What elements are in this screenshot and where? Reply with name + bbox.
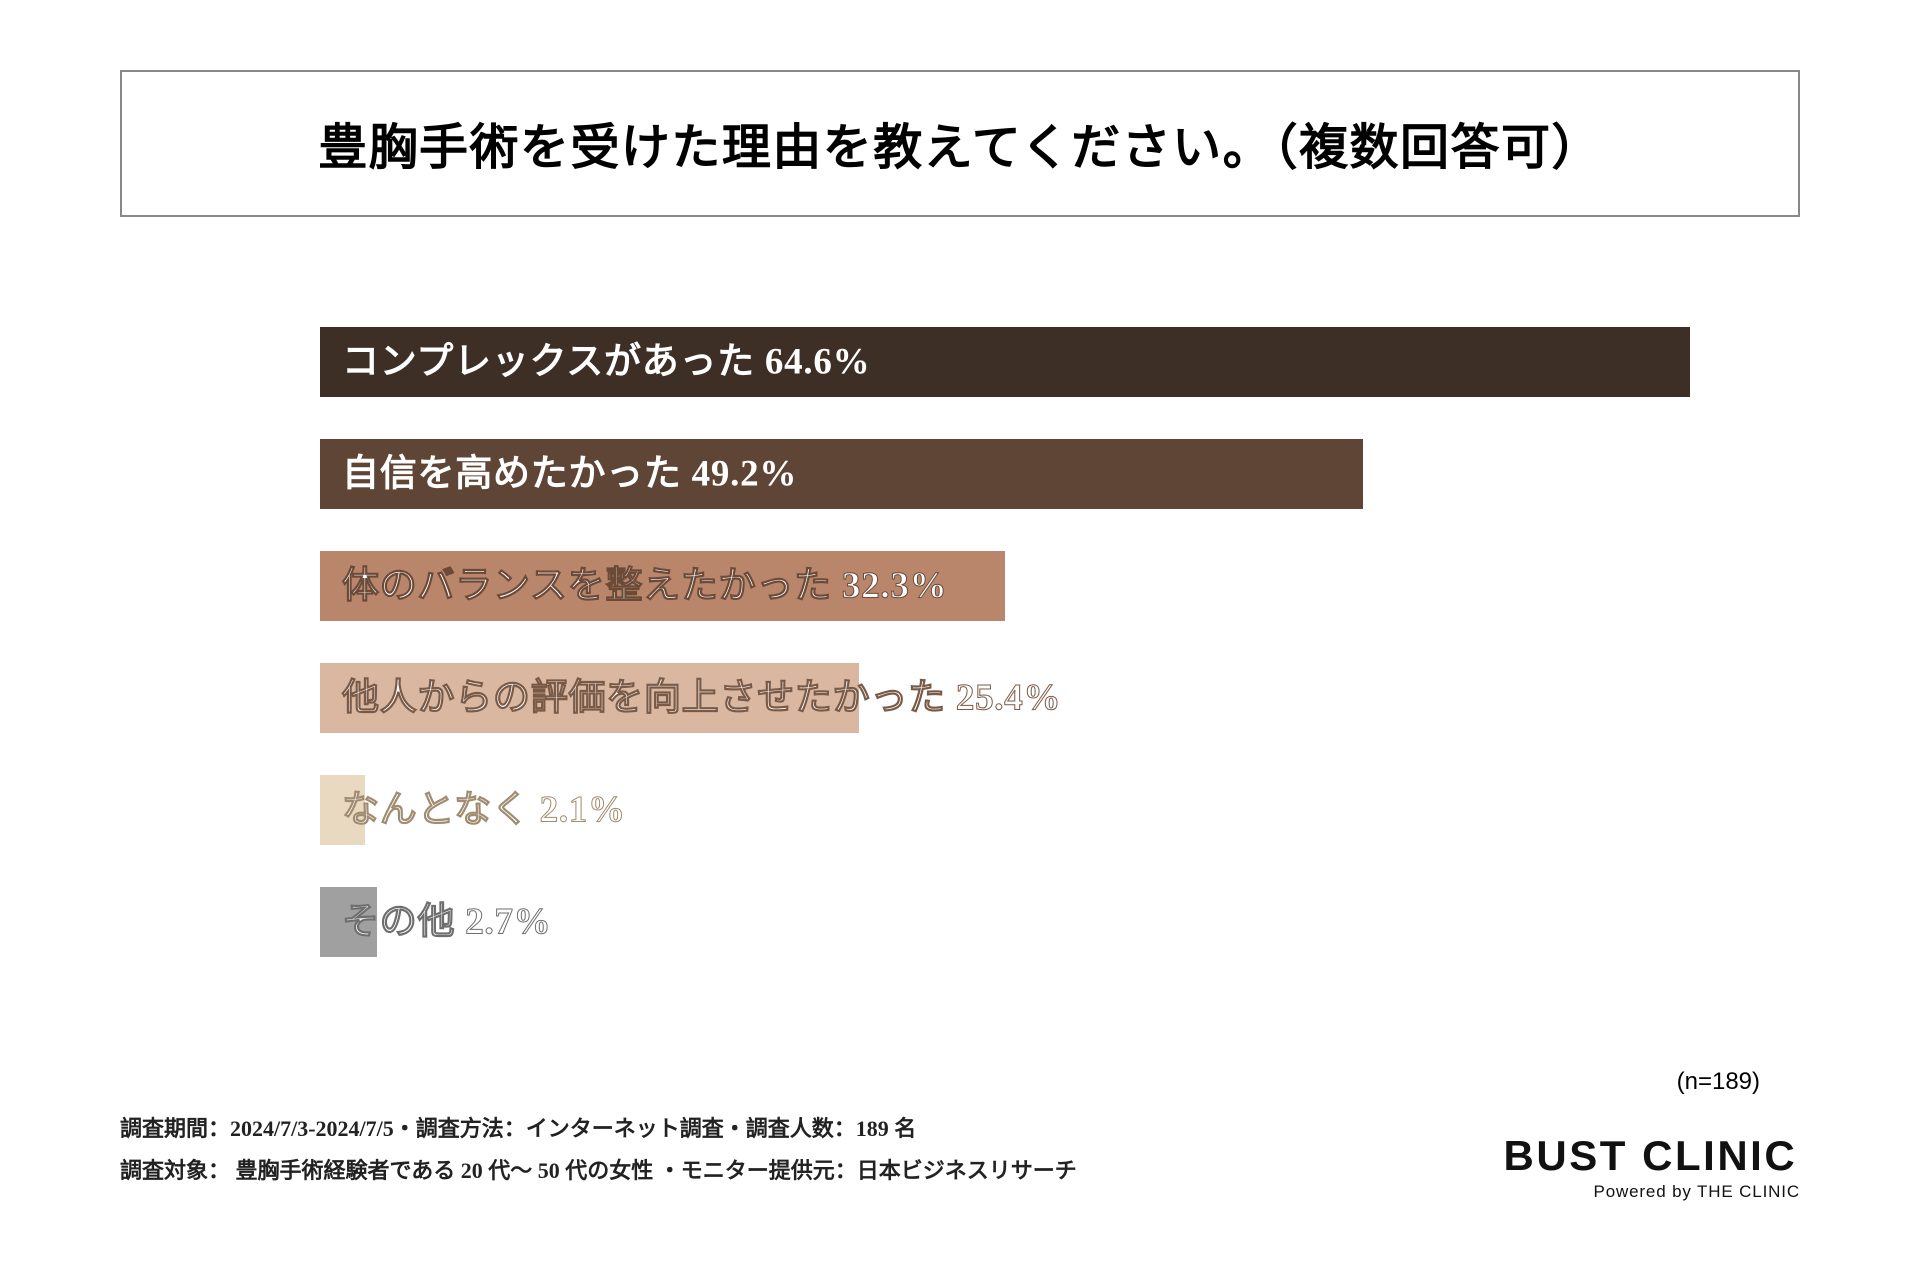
bar-row: その他 2.7% [320, 887, 1690, 957]
sample-size-note: (n=189) [1677, 1068, 1760, 1096]
bar-row: 他人からの評価を向上させたかった 25.4% [320, 663, 1690, 733]
brand-main: BUST CLINIC [1504, 1132, 1801, 1180]
bar-label: 他人からの評価を向上させたかった 25.4% [342, 680, 1061, 717]
bar-row: 体のバランスを整えたかった 32.3% [320, 551, 1690, 621]
chart-title: 豊胸手術を受けた理由を教えてください。（複数回答可） [162, 108, 1758, 179]
bar-row: なんとなく 2.1% [320, 775, 1690, 845]
bar-label: その他 2.7% [342, 904, 551, 941]
bar-label: 体のバランスを整えたかった 32.3% [342, 568, 947, 605]
brand-sub: Powered by THE CLINIC [1504, 1182, 1801, 1202]
bar-label: 自信を高めたかった 49.2% [342, 456, 797, 493]
bar-label: コンプレックスがあった 64.6% [342, 344, 870, 381]
title-box: 豊胸手術を受けた理由を教えてください。（複数回答可） [120, 70, 1800, 217]
survey-footnote: 調査期間：2024/7/3-2024/7/5・調査方法：インターネット調査・調査… [120, 1108, 1077, 1192]
brand-logo: BUST CLINIC Powered by THE CLINIC [1504, 1132, 1801, 1202]
bar-row: 自信を高めたかった 49.2% [320, 439, 1690, 509]
footnote-line-1: 調査期間：2024/7/3-2024/7/5・調査方法：インターネット調査・調査… [120, 1108, 1077, 1150]
bar-label: なんとなく 2.1% [342, 792, 626, 829]
bar-chart: コンプレックスがあった 64.6% 自信を高めたかった 49.2% 体のバランスを整… [320, 327, 1690, 957]
bar-row: コンプレックスがあった 64.6% [320, 327, 1690, 397]
footnote-line-2: 調査対象： 豊胸手術経験者である 20 代～ 50 代の女性 ・モニター提供元：… [120, 1150, 1077, 1192]
